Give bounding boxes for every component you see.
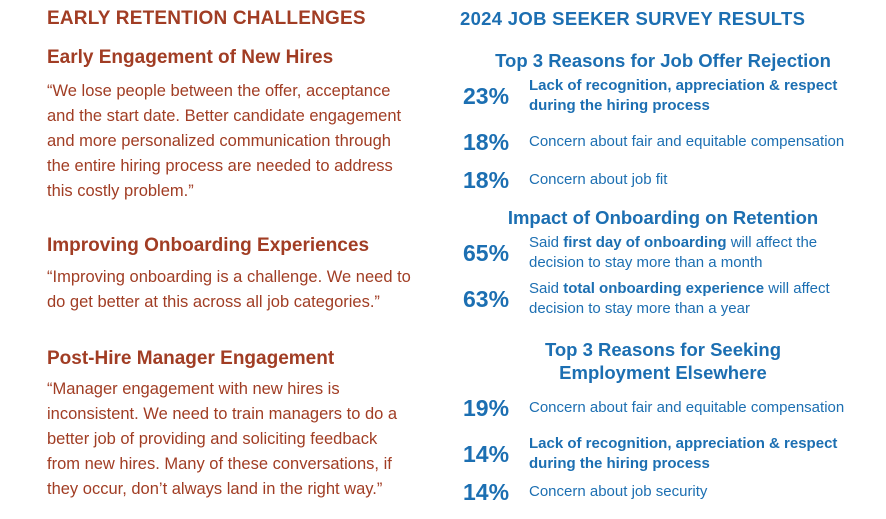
stat-percentage: 14% xyxy=(463,440,510,467)
stat-row: 19% Concern about fair and equitable com… xyxy=(458,388,868,428)
stat-description: Concern about fair and equitable compens… xyxy=(529,399,845,416)
stat-description: Said total onboarding experience will af… xyxy=(529,279,868,319)
section-heading-early-engagement: Early Engagement of New Hires xyxy=(47,47,334,68)
left-title: EARLY RETENTION CHALLENGES xyxy=(47,8,366,29)
quote-manager-engagement: “Manager engagement with new hires is in… xyxy=(47,380,398,498)
group-heading-offer-rejection: Top 3 Reasons for Job Offer Rejection xyxy=(495,50,831,71)
survey-results-column: 2024 JOB SEEKER SURVEY RESULTS Top 3 Rea… xyxy=(458,8,868,505)
stat-percentage: 18% xyxy=(463,128,510,155)
right-title: 2024 JOB SEEKER SURVEY RESULTS xyxy=(460,8,806,29)
stat-text-pre: Said xyxy=(529,280,564,297)
stat-row: 23% Lack of recognition, appreciation & … xyxy=(458,76,868,116)
stat-text-bold: total onboarding experience xyxy=(563,280,765,297)
quote-onboarding: “Improving onboarding is a challenge. We… xyxy=(47,268,411,311)
stat-row: 18% Concern about job fit xyxy=(458,166,868,193)
stat-percentage: 23% xyxy=(463,82,510,109)
stat-text-pre: Said xyxy=(529,234,564,251)
stat-percentage: 19% xyxy=(463,394,510,421)
stat-description: Concern about fair and equitable compens… xyxy=(529,133,845,150)
stat-percentage: 18% xyxy=(463,166,510,193)
stat-description: Concern about job fit xyxy=(529,171,668,188)
stat-percentage: 14% xyxy=(463,478,510,505)
early-retention-column: EARLY RETENTION CHALLENGES Early Engagem… xyxy=(47,8,427,502)
stat-row: 65% Said first day of onboarding will af… xyxy=(458,233,868,273)
quote-early-engagement: “We lose people between the offer, accep… xyxy=(47,82,402,200)
stat-row: 14% Lack of recognition, appreciation & … xyxy=(458,434,868,474)
stat-text-bold: first day of onboarding xyxy=(563,234,727,251)
section-heading-manager-engagement: Post-Hire Manager Engagement xyxy=(47,348,335,369)
stat-percentage: 63% xyxy=(463,285,510,312)
stat-description: Said first day of onboarding will affect… xyxy=(529,233,868,273)
stat-text-post: will affect the decision to stay more th… xyxy=(529,234,818,271)
group-heading-seeking-elsewhere: Top 3 Reasons for Seeking Employment Els… xyxy=(544,339,782,383)
stat-description: Lack of recognition, appreciation & resp… xyxy=(529,77,838,114)
stat-row: 63% Said total onboarding experience wil… xyxy=(458,279,868,319)
stat-text-post: will affect decision to stay more than a… xyxy=(529,280,830,317)
group-heading-onboarding-impact: Impact of Onboarding on Retention xyxy=(507,207,819,228)
section-heading-onboarding: Improving Onboarding Experiences xyxy=(47,235,370,256)
stat-row: 14% Concern about job security xyxy=(458,478,868,505)
stat-description: Lack of recognition, appreciation & resp… xyxy=(529,435,838,472)
stat-description: Concern about job security xyxy=(529,483,708,500)
stat-row: 18% Concern about fair and equitable com… xyxy=(458,122,868,162)
stat-percentage: 65% xyxy=(463,239,510,266)
